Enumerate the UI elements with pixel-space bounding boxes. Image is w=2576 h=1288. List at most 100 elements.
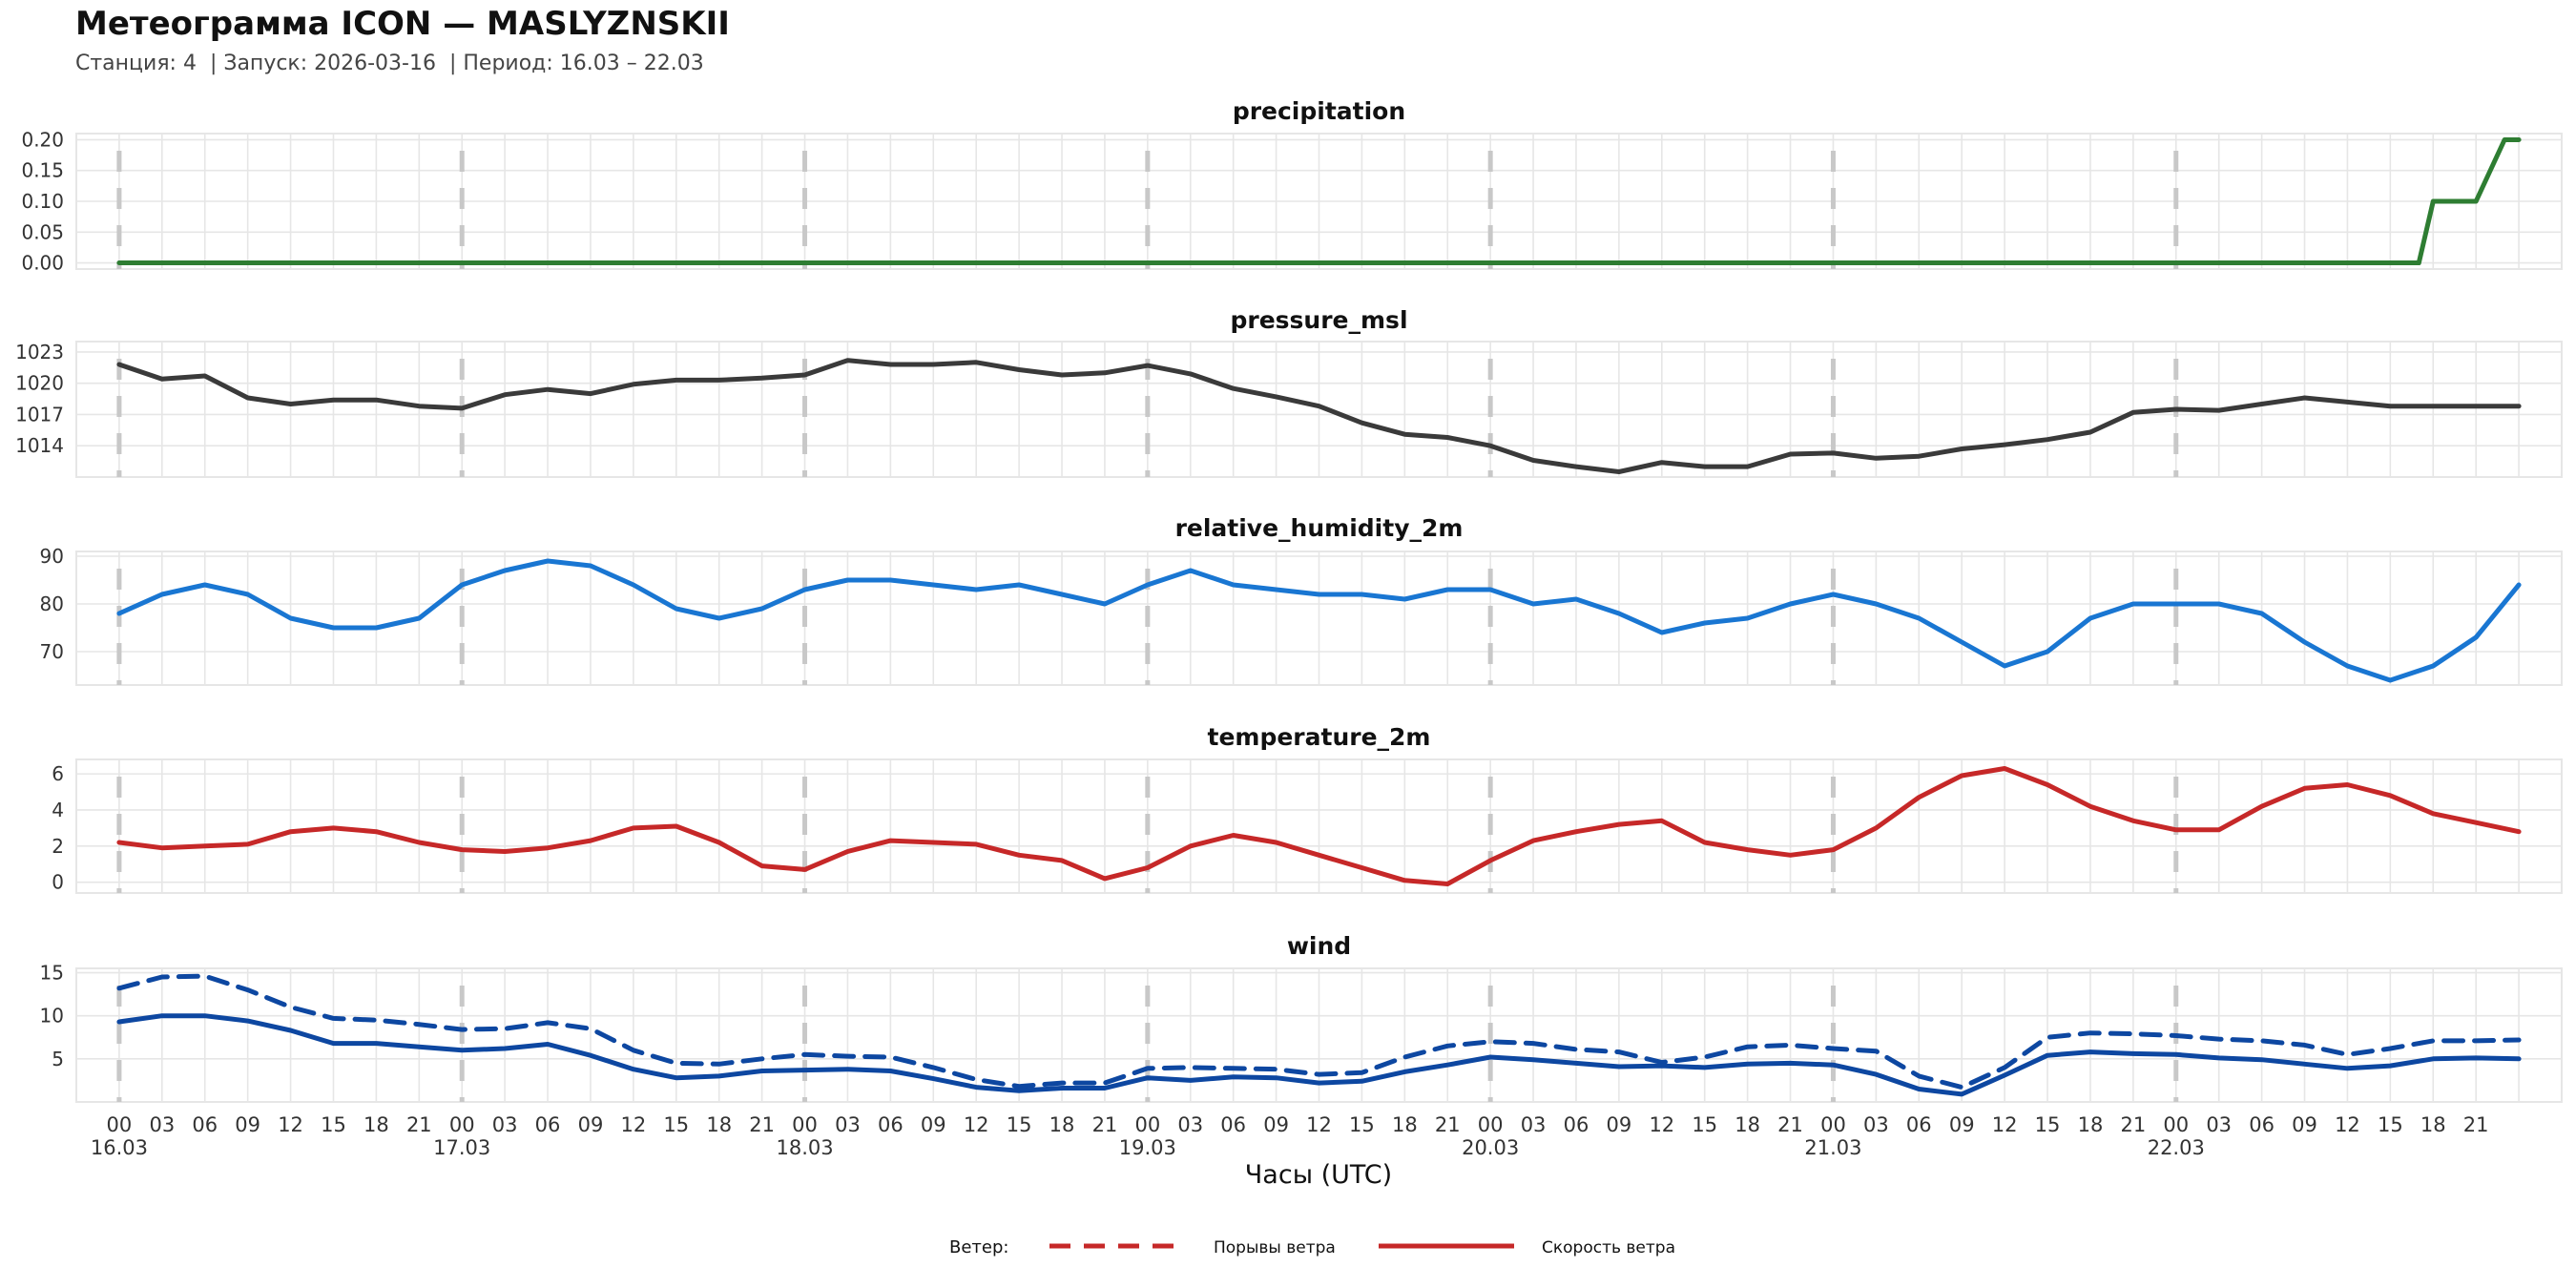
x-tick-label: 18 xyxy=(2420,1113,2446,1136)
chart-panels: 0.000.050.100.150.20precipitation1014101… xyxy=(15,97,2563,1103)
y-tick-label: 1014 xyxy=(15,434,64,457)
x-tick-label: 00 xyxy=(2163,1113,2189,1136)
x-tick-label: 09 xyxy=(921,1113,946,1136)
x-tick-label: 12 xyxy=(964,1113,989,1136)
x-date-label: 20.03 xyxy=(1462,1136,1519,1159)
y-tick-label: 0.05 xyxy=(21,220,64,243)
x-tick-label: 03 xyxy=(2206,1113,2232,1136)
y-tick-label: 80 xyxy=(40,592,64,615)
legend-gust-label: Порывы ветра xyxy=(1214,1238,1336,1257)
x-tick-label: 15 xyxy=(321,1113,346,1136)
x-tick-label: 21 xyxy=(1777,1113,1803,1136)
x-tick-label: 00 xyxy=(792,1113,818,1136)
x-tick-label: 12 xyxy=(1649,1113,1674,1136)
x-tick-label: 03 xyxy=(492,1113,518,1136)
x-date-label: 21.03 xyxy=(1804,1136,1861,1159)
y-tick-label: 0.20 xyxy=(21,128,64,151)
x-tick-label: 09 xyxy=(1949,1113,1975,1136)
x-tick-label: 09 xyxy=(578,1113,604,1136)
y-tick-label: 0 xyxy=(52,871,64,894)
panel-title: relative_humidity_2m xyxy=(1175,514,1464,542)
y-tick-label: 90 xyxy=(40,545,64,568)
chart-panel-pressure_msl: 1014 1017 1020 1023 pressure_msl xyxy=(15,306,2563,478)
x-tick-label: 15 xyxy=(2035,1113,2061,1136)
x-tick-label: 21 xyxy=(1092,1113,1118,1136)
series-line-pressure_msl xyxy=(116,358,2522,474)
y-tick-label: 70 xyxy=(40,640,64,663)
page-title: Метеограмма ICON — MASLYZNSKII xyxy=(75,5,730,43)
x-tick-label: 12 xyxy=(278,1113,303,1136)
x-tick-label: 03 xyxy=(1521,1113,1547,1136)
x-date-label: 16.03 xyxy=(91,1136,148,1159)
y-tick-label: 0.10 xyxy=(21,190,64,213)
x-tick-label: 00 xyxy=(107,1113,133,1136)
x-tick-label: 18 xyxy=(1735,1113,1760,1136)
x-tick-label: 12 xyxy=(621,1113,647,1136)
x-tick-label: 18 xyxy=(2078,1113,2104,1136)
page-subtitle: Станция: 4 | Запуск: 2026-03-16 | Период… xyxy=(75,52,704,75)
x-axis-label: Часы (UTC) xyxy=(1245,1160,1392,1190)
x-tick-label: 06 xyxy=(2249,1113,2275,1136)
x-tick-label: 06 xyxy=(192,1113,218,1136)
x-tick-label: 00 xyxy=(449,1113,475,1136)
series-line-precipitation xyxy=(116,137,2522,265)
chart-panel-relative_humidity_2m: 70 80 90 relative_humidity_2m xyxy=(40,514,2563,686)
x-tick-label: 06 xyxy=(1564,1113,1589,1136)
y-tick-label: 0.15 xyxy=(21,159,64,182)
panel-title: temperature_2m xyxy=(1208,723,1431,751)
y-tick-label: 2 xyxy=(52,835,64,858)
x-tick-label: 09 xyxy=(235,1113,260,1136)
x-tick-label: 15 xyxy=(663,1113,689,1136)
x-tick-label: 03 xyxy=(149,1113,175,1136)
x-tick-label: 03 xyxy=(1863,1113,1889,1136)
x-tick-label: 18 xyxy=(1392,1113,1418,1136)
x-tick-label: 03 xyxy=(1177,1113,1203,1136)
x-tick-label: 21 xyxy=(2463,1113,2489,1136)
x-tick-label: 09 xyxy=(1607,1113,1632,1136)
x-tick-label: 00 xyxy=(1820,1113,1846,1136)
y-tick-label: 1020 xyxy=(15,372,64,395)
x-tick-label: 06 xyxy=(1906,1113,1932,1136)
x-tick-label: 12 xyxy=(1992,1113,2018,1136)
x-date-label: 18.03 xyxy=(776,1136,833,1159)
x-tick-label: 12 xyxy=(1306,1113,1332,1136)
x-tick-label: 21 xyxy=(749,1113,775,1136)
y-tick-label: 6 xyxy=(52,762,64,785)
x-tick-label: 12 xyxy=(2335,1113,2360,1136)
chart-panel-precipitation: 0.00 0.05 0.10 0.15 0.20 precipitation xyxy=(21,97,2563,275)
legend-speed-label: Скорость ветра xyxy=(1542,1238,1675,1257)
x-tick-label: 00 xyxy=(1478,1113,1504,1136)
chart-panel-temperature_2m: 0 2 4 6 temperature_2m xyxy=(52,723,2563,894)
x-tick-label: 21 xyxy=(2120,1113,2146,1136)
x-tick-label: 18 xyxy=(706,1113,732,1136)
x-date-label: 19.03 xyxy=(1119,1136,1176,1159)
series-line-Скорость ветра xyxy=(116,1013,2522,1097)
y-tick-label: 0.00 xyxy=(21,252,64,275)
x-date-label: 17.03 xyxy=(433,1136,490,1159)
y-tick-label: 15 xyxy=(40,962,64,985)
legend: Ветер: Порывы ветра Скорость ветра xyxy=(949,1237,1675,1257)
x-tick-label: 00 xyxy=(1134,1113,1160,1136)
x-tick-label: 18 xyxy=(1049,1113,1075,1136)
series-line-temperature_2m xyxy=(116,766,2522,886)
x-tick-label: 09 xyxy=(1263,1113,1289,1136)
x-tick-label: 06 xyxy=(535,1113,561,1136)
series-line-relative_humidity_2m xyxy=(116,558,2522,683)
panel-title: wind xyxy=(1287,932,1351,960)
series-line-Порывы ветра xyxy=(116,973,2522,1091)
legend-title: Ветер: xyxy=(949,1237,1008,1257)
x-tick-label: 15 xyxy=(1349,1113,1375,1136)
x-tick-label: 18 xyxy=(364,1113,389,1136)
panel-title: pressure_msl xyxy=(1230,306,1407,334)
x-date-label: 22.03 xyxy=(2148,1136,2205,1159)
y-tick-label: 10 xyxy=(40,1005,64,1028)
chart-panel-wind: 5 10 15 wind xyxy=(40,932,2563,1103)
panel-title: precipitation xyxy=(1233,97,1405,125)
x-tick-label: 06 xyxy=(878,1113,904,1136)
y-tick-label: 1023 xyxy=(15,341,64,364)
x-tick-label: 21 xyxy=(1435,1113,1461,1136)
x-axis: 00 03 06 09 12 15 18 21 00 03 06 09 12 15 18 21 00 03 06 09… xyxy=(91,1113,2489,1159)
x-tick-label: 09 xyxy=(2292,1113,2317,1136)
y-tick-label: 1017 xyxy=(15,403,64,426)
